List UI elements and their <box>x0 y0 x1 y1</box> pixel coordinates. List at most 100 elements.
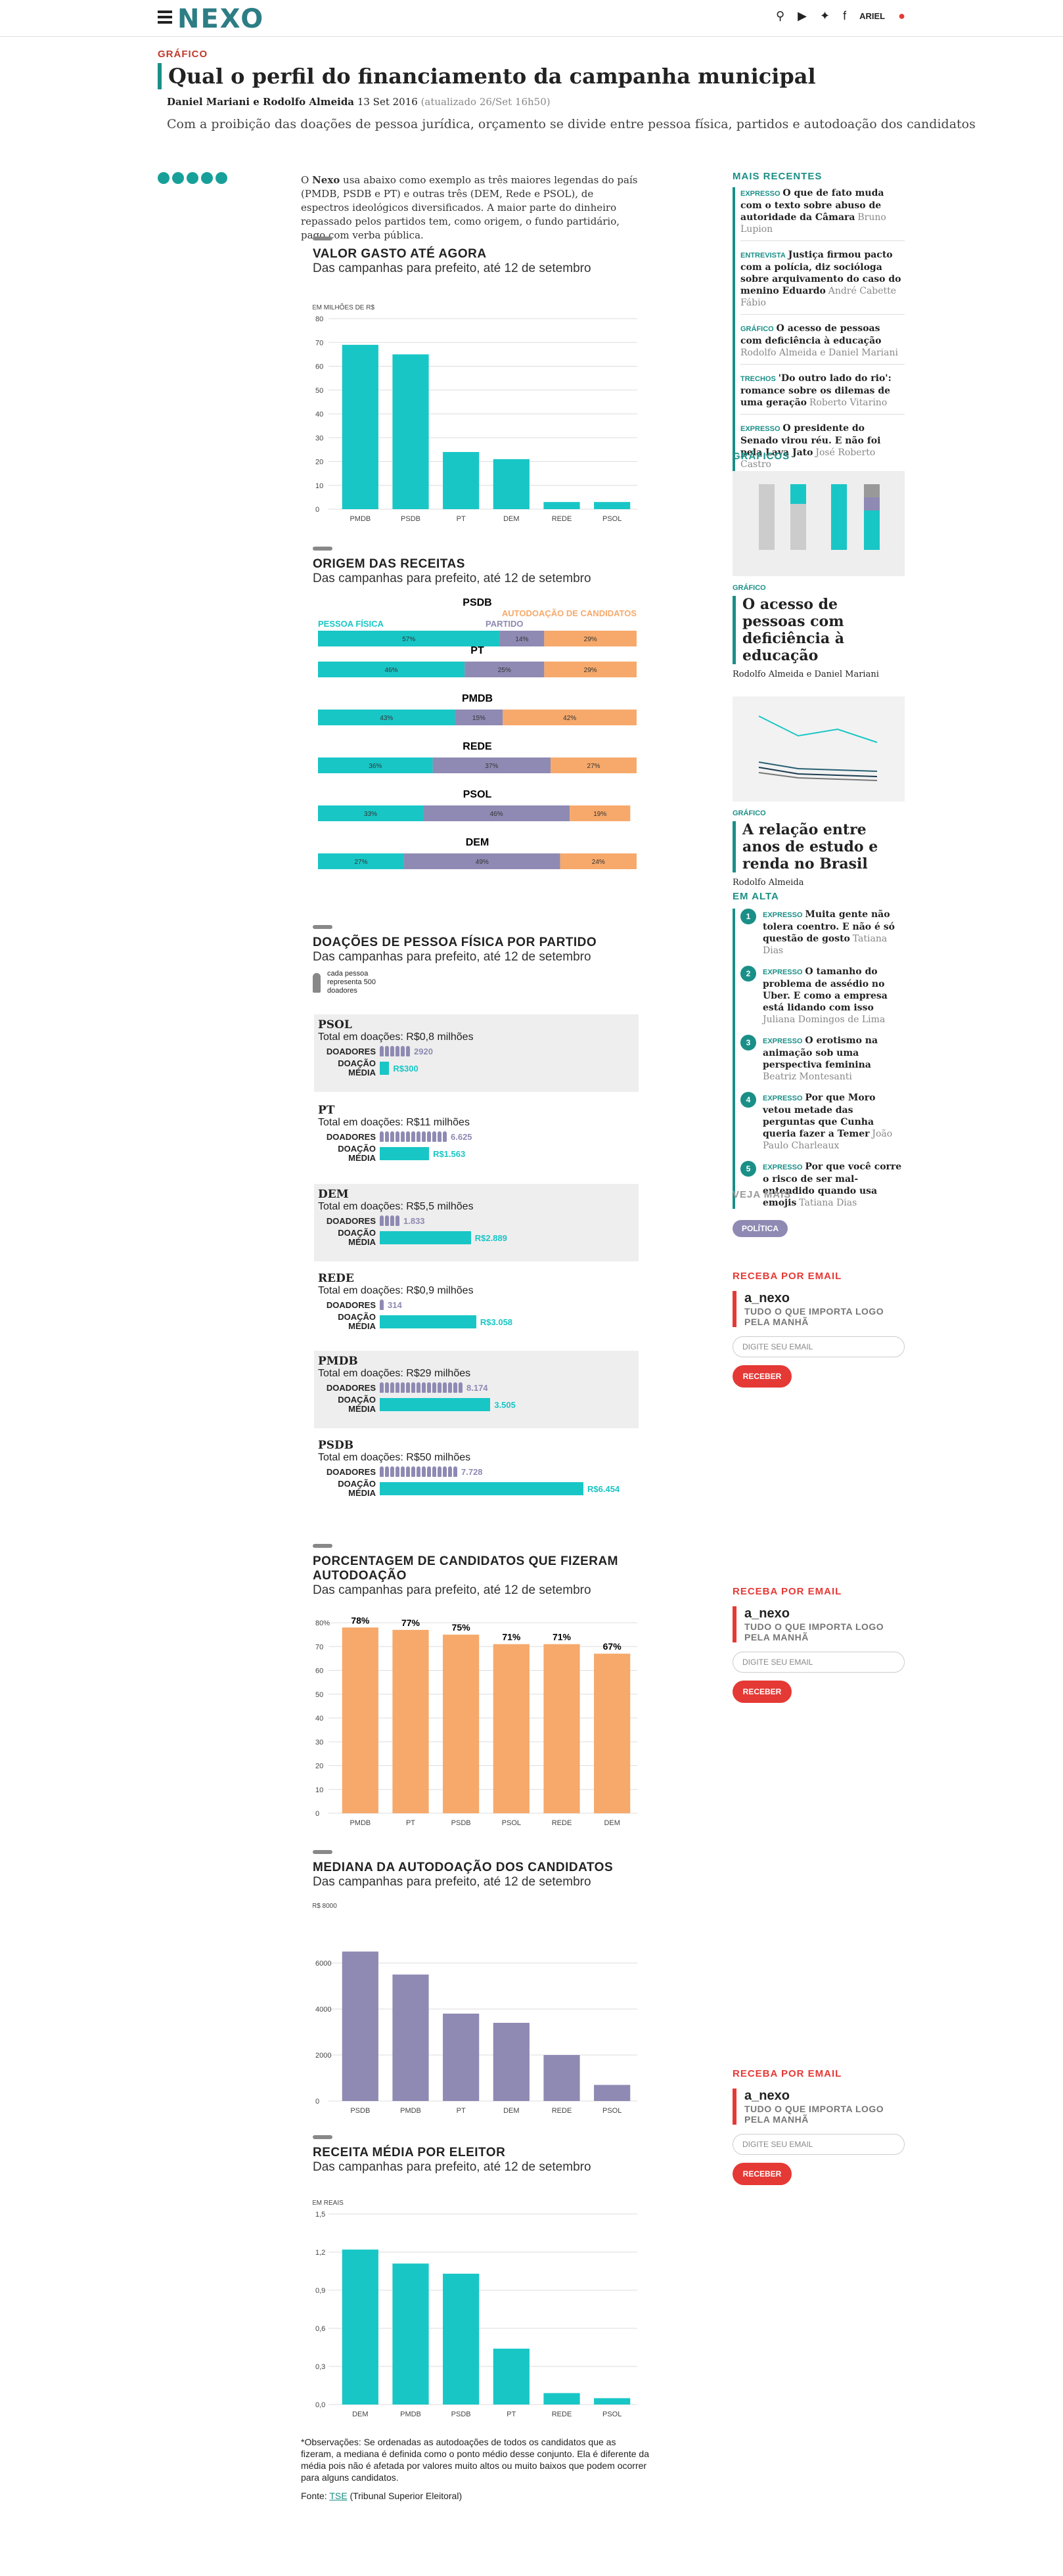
x-tick-label: PMDB <box>350 515 371 523</box>
graph2-thumb[interactable] <box>733 696 905 802</box>
menu-icon[interactable] <box>158 11 172 24</box>
recent-item[interactable]: GRÁFICO O acesso de pessoas com deficiên… <box>740 323 905 365</box>
stack-label: 27% <box>354 859 367 866</box>
person-icon <box>427 1466 431 1477</box>
avg-value: R$1.563 <box>433 1148 466 1159</box>
person-icon <box>406 1382 410 1393</box>
email-input[interactable]: DIGITE SEU EMAIL <box>733 1652 905 1673</box>
bar-rede <box>543 502 580 509</box>
stack-pt-1 <box>464 662 545 677</box>
trend-item[interactable]: 3 EXPRESSO O erotismo na animação sob uma… <box>740 1035 905 1083</box>
stack-label: 46% <box>490 811 503 818</box>
whatsapp-share-icon[interactable] <box>187 172 198 184</box>
top-icons: ⚲ ▶ ✦ f ARIEL ● <box>776 9 905 23</box>
source-link[interactable]: TSE <box>329 2491 348 2501</box>
authors[interactable]: Daniel Mariani e Rodolfo Almeida <box>167 96 355 108</box>
person-icon <box>438 1131 441 1142</box>
recent-item[interactable]: ENTREVISTA Justiça firmou pacto com a po… <box>740 249 905 315</box>
person-icon <box>401 1131 405 1142</box>
party-label: PSOL <box>463 789 492 800</box>
person-icon <box>385 1215 389 1226</box>
donation-total: Total em doações: R$29 milhões <box>318 1368 471 1379</box>
logo[interactable]: NEXO <box>177 4 265 34</box>
y-tick-label: 30 <box>315 1738 323 1746</box>
data-label: 71% <box>553 1632 572 1642</box>
person-icon <box>443 1131 447 1142</box>
person-icon <box>417 1382 420 1393</box>
x-tick-label: PSDB <box>451 2410 471 2418</box>
receber-button[interactable]: RECEBER <box>733 2163 792 2185</box>
twitter-share-icon[interactable] <box>172 172 184 184</box>
email-share-icon[interactable] <box>201 172 213 184</box>
date: 13 Set 2016 <box>357 96 418 108</box>
trend-item[interactable]: 4 EXPRESSO Por que Moro vetou metade das … <box>740 1092 905 1152</box>
receber-button[interactable]: RECEBER <box>733 1365 792 1388</box>
bar-rede <box>543 2393 580 2405</box>
donation-row-dem: DEM Total em doações: R$5,5 milhões DOADOR… <box>314 1184 639 1261</box>
donor-icons <box>380 1046 410 1056</box>
chart1-title: VALOR GASTO ATÉ AGORA <box>313 247 487 261</box>
x-tick-label: PSDB <box>451 1819 471 1827</box>
facebook-icon[interactable]: f <box>843 9 847 22</box>
trend-item[interactable]: 2 EXPRESSO O tamanho do problema de asséd… <box>740 966 905 1026</box>
receber-button[interactable]: RECEBER <box>733 1681 792 1703</box>
graph1-author: Rodolfo Almeida e Daniel Mariani <box>733 669 879 679</box>
user-icon[interactable]: ● <box>898 9 905 22</box>
person-icon <box>417 1131 420 1142</box>
label-doadores: DOADORES <box>326 1046 376 1056</box>
search-icon[interactable]: ⚲ <box>775 9 785 22</box>
y-tick-label: 0 <box>315 506 319 514</box>
person-icon <box>396 1131 399 1142</box>
donors-row: DOADORES 8.174 <box>318 1382 635 1393</box>
trend-item[interactable]: 1 EXPRESSO Muita gente não tolera coentro… <box>740 909 905 957</box>
graph1-title[interactable]: O acesso de pessoas com deficiência à ed… <box>733 596 905 664</box>
trend-item[interactable]: 5 EXPRESSO Por que você corre o risco de … <box>740 1161 905 1209</box>
article-title: Qual o perfil do financiamento da campan… <box>158 63 816 89</box>
share-icons <box>158 172 227 184</box>
graph1-thumb[interactable] <box>733 471 905 576</box>
section-doacoes: DOAÇÕES DE PESSOA FÍSICA POR PARTIDO Das… <box>313 925 597 995</box>
avg-value: R$3.058 <box>480 1317 513 1327</box>
stack-label: 46% <box>385 667 398 674</box>
data-label: 67% <box>603 1641 622 1652</box>
y-unit: EM REAIS <box>313 2200 344 2207</box>
youtube-icon[interactable]: ▶ <box>798 9 807 22</box>
person-icon <box>406 1131 410 1142</box>
recent-item[interactable]: EXPRESSO O que de fato muda com o texto … <box>740 187 905 241</box>
facebook-share-icon[interactable] <box>158 172 170 184</box>
email-input[interactable]: DIGITE SEU EMAIL <box>733 1336 905 1357</box>
donation-row-pmdb: PMDB Total em doações: R$29 milhões DOADOR… <box>314 1351 639 1428</box>
observations: *Observações: Se ordenadas as autodoaçõe… <box>301 2437 649 2483</box>
chart3-legend: cada pessoa representa 500 doadores <box>327 970 376 995</box>
graph2-title[interactable]: A relação entre anos de estudo e renda n… <box>733 821 905 872</box>
graph1-tag: GRÁFICO <box>733 584 766 592</box>
person-icon <box>417 1466 420 1477</box>
bar-dem <box>493 459 530 509</box>
person-icon <box>422 1466 426 1477</box>
chart1-svg: EM MILHÕES DE R$ 0 10 20 30 40 50 60 70 80 PMDB PSD… <box>313 303 637 523</box>
recent-item[interactable]: EXPRESSO O presidente do Senado virou ré… <box>740 422 905 476</box>
donors-value: 1.833 <box>403 1215 425 1226</box>
person-icon <box>380 1299 384 1310</box>
bar-psdb <box>443 1635 480 1813</box>
twitter-icon[interactable]: ✦ <box>820 9 830 22</box>
person-icon <box>385 1466 389 1477</box>
label-media: DOAÇÃO MÉDIA <box>338 1312 376 1331</box>
bar-dem <box>594 1654 631 1813</box>
party-name: PSDB <box>318 1439 354 1452</box>
email-input[interactable]: DIGITE SEU EMAIL <box>733 2134 905 2155</box>
stack-rede-1 <box>432 757 551 773</box>
chart2-subtitle: Das campanhas para prefeito, até 12 de s… <box>313 572 591 585</box>
more-title: VEJA MAIS <box>733 1189 792 1200</box>
trend-list: 1 EXPRESSO Muita gente não tolera coentro… <box>733 909 905 1209</box>
party-label: PSDB <box>463 597 491 608</box>
user-name[interactable]: ARIEL <box>859 11 886 21</box>
section-mediana: MEDIANA DA AUTODOAÇÃO DOS CANDIDATOS Das… <box>313 1850 613 1889</box>
person-icon <box>432 1131 436 1142</box>
person-icon <box>453 1382 457 1393</box>
tag-politica[interactable]: POLÍTICA <box>733 1220 788 1237</box>
bar-psol <box>594 2398 631 2405</box>
stack-label: 36% <box>369 763 382 770</box>
plus-share-icon[interactable] <box>215 172 227 184</box>
recent-item[interactable]: TRECHOS 'Do outro lado do rio': romance … <box>740 373 905 415</box>
